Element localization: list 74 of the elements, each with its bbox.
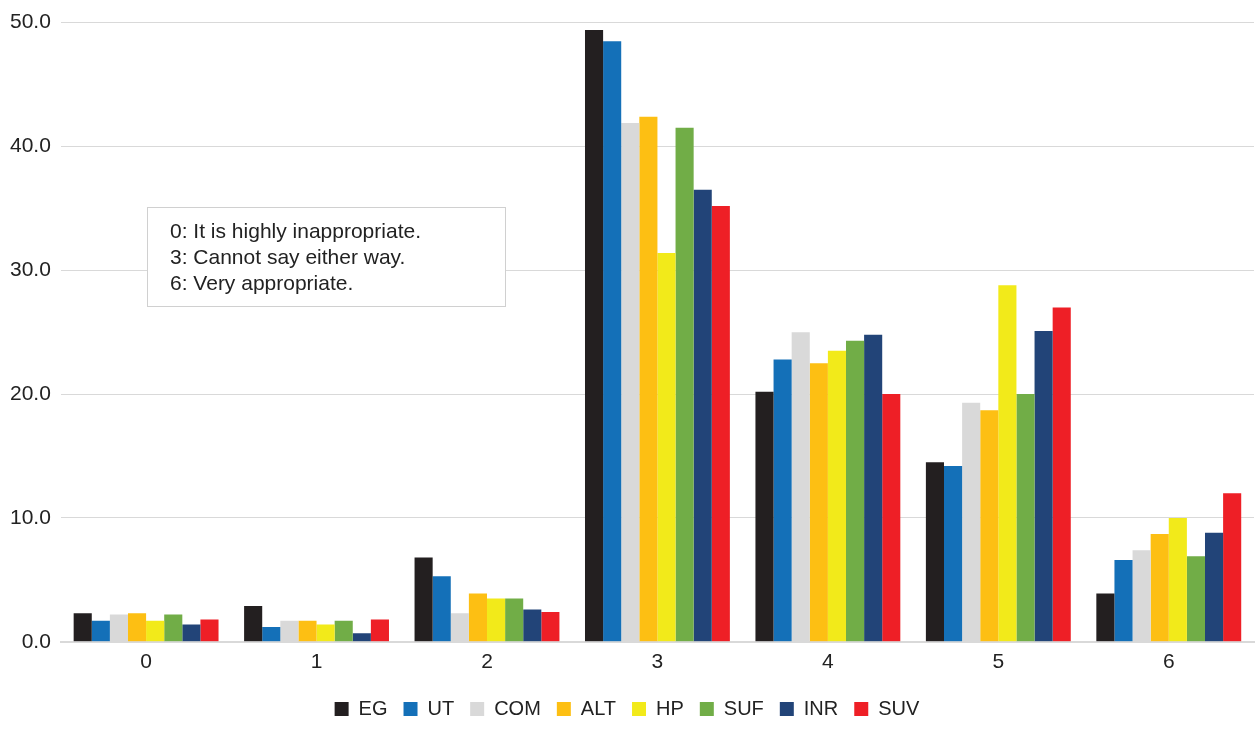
bar: [809, 363, 828, 642]
bar: [755, 391, 774, 642]
bar: [523, 609, 542, 642]
bar: [773, 359, 792, 642]
bar: [639, 116, 658, 642]
bar: [316, 624, 335, 642]
bar: [262, 626, 281, 642]
bar: [352, 633, 371, 642]
bar: [1186, 556, 1205, 642]
bar: [541, 612, 560, 642]
annotation: 6: Very appropriate.: [170, 270, 355, 296]
legend-label: COM: [494, 696, 541, 719]
bar: [164, 614, 183, 642]
note-box: 0: It is highly inappropriate. 3: Cannot say either way. 6: Very appropriate.: [147, 207, 506, 307]
x-tick-label: 2: [481, 649, 493, 673]
bar: [998, 285, 1017, 642]
y-tick-label: 30.0: [10, 257, 51, 281]
x-tick-label: 0: [140, 649, 152, 673]
bar: [827, 350, 846, 642]
y-tick-label: 40.0: [10, 133, 51, 157]
legend-label: UT: [427, 696, 455, 719]
annotation: 3: Cannot say either way.: [170, 244, 407, 270]
x-tick-label: 5: [992, 649, 1005, 673]
bar: [845, 340, 865, 642]
x-tick-label: 3: [651, 649, 664, 673]
bar: [370, 619, 389, 642]
bar: [146, 620, 165, 642]
bar: [1223, 493, 1242, 642]
bar: [334, 620, 353, 642]
x-tick-label: 1: [310, 649, 323, 673]
bar: [657, 252, 676, 642]
bar: [944, 465, 963, 642]
y-tick-label: 20.0: [10, 380, 51, 404]
bar: [882, 394, 901, 642]
legend-label: SUV: [878, 696, 921, 719]
bar: [73, 613, 92, 642]
bar: [585, 30, 604, 642]
bar: [1016, 394, 1035, 642]
y-tick-label: 0.0: [21, 628, 51, 652]
annotation: 0: It is highly inappropriate.: [170, 218, 422, 244]
bar: [864, 334, 883, 642]
bar: [1205, 532, 1224, 642]
bar: [693, 189, 712, 642]
bar: [1150, 534, 1169, 642]
bar: [432, 576, 451, 642]
bar: [298, 620, 317, 642]
y-tick-label: 10.0: [10, 504, 51, 528]
bar: [1052, 307, 1071, 642]
bar: [603, 41, 622, 642]
bar: [486, 598, 506, 642]
bar: [980, 410, 999, 642]
legend-label: HP: [656, 696, 684, 719]
bar: [244, 605, 263, 642]
bar: [414, 557, 433, 642]
bar: [1114, 560, 1133, 642]
bar: [127, 613, 147, 642]
x-tick-label: 4: [822, 649, 835, 673]
legend-label: INR: [803, 696, 839, 719]
legend-label: SUF: [723, 696, 764, 719]
legend-label: ALT: [580, 696, 617, 719]
bar: [505, 598, 524, 642]
bar: [182, 624, 201, 642]
x-tick-label: 6: [1162, 649, 1175, 673]
legend-label: EG: [358, 696, 388, 719]
bar: [1096, 593, 1115, 642]
bar: [675, 127, 694, 642]
bar: [91, 620, 110, 642]
bar: [711, 205, 730, 642]
bar: [925, 462, 944, 642]
bar: [1034, 330, 1053, 642]
bar: [1168, 517, 1187, 642]
y-tick-label: 50.0: [10, 9, 51, 33]
bar: [200, 619, 219, 642]
bar: [468, 593, 487, 642]
